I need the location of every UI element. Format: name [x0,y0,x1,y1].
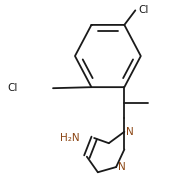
Text: Cl: Cl [138,5,148,15]
Text: N: N [126,127,134,137]
Text: H₂N: H₂N [60,133,79,143]
Text: N: N [118,162,126,172]
Text: Cl: Cl [7,83,18,93]
